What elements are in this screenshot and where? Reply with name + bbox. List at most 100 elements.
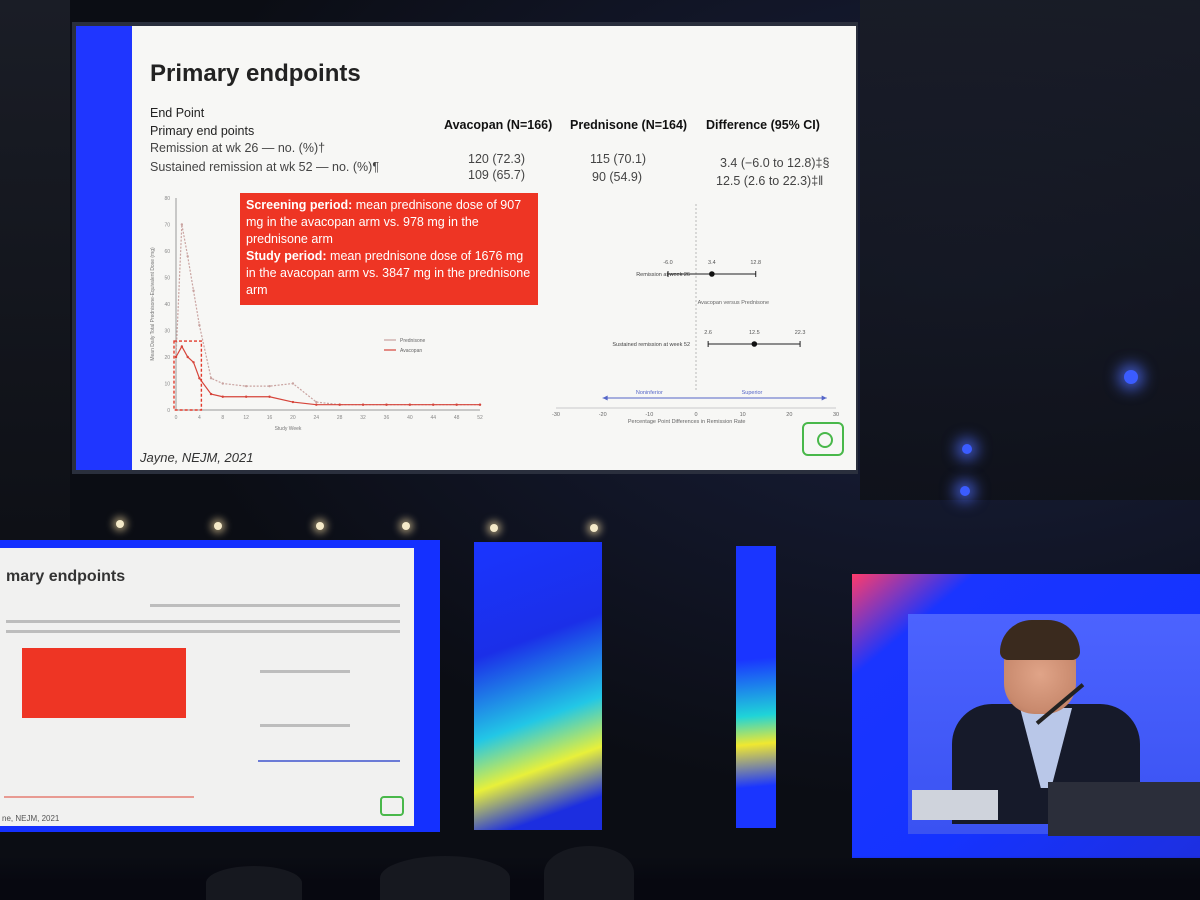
left-slide-table-line [6,620,400,623]
table-header-endpoint: End Point [150,106,205,120]
y-axis-label: Mean Daily Total Prednisone-Equivalent D… [150,247,156,361]
forest-x-tick: 0 [694,412,697,418]
cell-avacopan: 109 (65.7) [468,168,525,182]
left-truss [0,0,70,540]
data-point-prednisone [180,223,184,226]
laptop [912,790,998,820]
data-point-avacopan [478,403,482,406]
x-tick-label: 4 [198,415,201,421]
forest-row-label: Remission at week 26 [636,272,690,278]
x-tick-label: 8 [221,415,224,421]
data-point-avacopan [244,395,248,398]
left-slide-line-chart [4,778,194,798]
camera-icon [380,796,404,816]
x-tick-label: 48 [454,415,460,421]
x-tick-label: 12 [243,415,249,421]
cell-avacopan: 120 (72.3) [468,152,525,166]
speaker-video-screen [852,574,1200,858]
stage-graphic-strip [736,546,776,828]
forest-x-tick: -20 [599,412,607,418]
forest-plot: Remission at week 26 -6.0 3.4 12.8 Sustained… [552,204,839,424]
data-point-avacopan [198,377,201,380]
data-point-prednisone [198,324,201,327]
x-axis-label: Study Week [275,426,302,432]
data-point-prednisone [186,255,189,258]
forest-x-tick: -30 [552,412,560,418]
data-point-avacopan [455,403,458,406]
blue-stage-light [962,444,972,454]
data-point-avacopan [315,403,318,406]
forest-value-label: 3.4 [708,260,716,266]
data-point-avacopan [361,403,365,406]
column-header-avacopan: Avacopan (N=166) [444,118,553,132]
left-slide-citation: ne, NEJM, 2021 [2,814,60,823]
data-point-avacopan [385,403,388,406]
series-line-avacopan [175,345,480,406]
series-line-prednisone [175,224,480,406]
data-point-prednisone [192,289,195,292]
audience-head [206,866,302,900]
row-label: Sustained remission at wk 52 — no. (%)¶ [150,160,380,174]
y-tick-label: 0 [167,408,170,414]
data-point-avacopan [432,403,435,406]
callout-screening-label: Screening period: [246,198,353,212]
y-tick-label: 60 [164,249,170,255]
ceiling-spotlight [490,524,498,532]
y-tick-label: 40 [164,302,170,308]
y-tick-label: 30 [164,329,170,335]
data-point-avacopan [221,395,224,398]
camera-icon [802,422,844,456]
camera-lens [817,432,833,448]
blue-stage-light [960,486,970,496]
left-slide-forest-line [260,670,350,673]
y-tick-label: 50 [164,276,170,282]
dose-callout: Screening period: mean prednisone dose o… [240,193,538,305]
data-point-prednisone [209,377,213,380]
y-tick-label: 80 [164,196,170,202]
data-point-avacopan [338,403,341,406]
column-header-prednisone: Prednisone (N=164) [570,118,688,132]
forest-x-tick: 30 [833,412,839,418]
ceiling-spotlight [316,522,324,530]
stage-graphic-panel [474,542,602,830]
y-tick-label: 70 [164,223,170,229]
column-header-difference: Difference (95% CI) [706,118,820,132]
table-group-label: Primary end points [150,124,255,138]
y-tick-label: 10 [164,382,170,388]
ceiling-spotlight [116,520,124,528]
data-point-prednisone [244,384,248,388]
data-point-avacopan [192,361,195,364]
data-point-prednisone [268,384,271,388]
speaker-hair [1000,620,1080,660]
row-label: Remission at wk 26 — no. (%)† [150,141,326,155]
left-slide-forest-line [260,724,350,727]
slide-accent-bar [76,26,132,470]
citation: Jayne, NEJM, 2021 [140,450,254,465]
forest-value-label: 22.3 [795,330,806,336]
blue-stage-light [1124,370,1138,384]
data-point-prednisone [221,382,224,385]
x-tick-label: 52 [477,415,483,421]
comparison-label: Avacopan versus Prednisone [698,300,769,306]
callout-study-label: Study period: [246,249,327,263]
left-slide-callout [22,648,186,718]
superior-label: Superior [742,390,763,396]
arrow-head [602,395,608,401]
x-tick-label: 28 [337,415,343,421]
slide-title: Primary endpoints [150,60,361,87]
left-slide-title: mary endpoints [6,568,126,585]
data-point-avacopan [291,400,295,404]
y-tick-label: 20 [164,355,170,361]
point-estimate [709,271,715,277]
cell-prednisone: 90 (54.9) [592,170,643,184]
data-point-avacopan [174,355,178,359]
forest-x-label: Percentage Point Differences in Remissio… [628,419,746,424]
forest-value-label: 12.8 [750,260,761,266]
data-point-avacopan [268,395,271,398]
x-tick-label: 16 [267,415,273,421]
data-point-avacopan [408,403,412,406]
ceiling-spotlight [214,522,222,530]
cell-prednisone: 115 (70.1) [590,152,647,166]
left-slide-table-line [6,630,400,633]
